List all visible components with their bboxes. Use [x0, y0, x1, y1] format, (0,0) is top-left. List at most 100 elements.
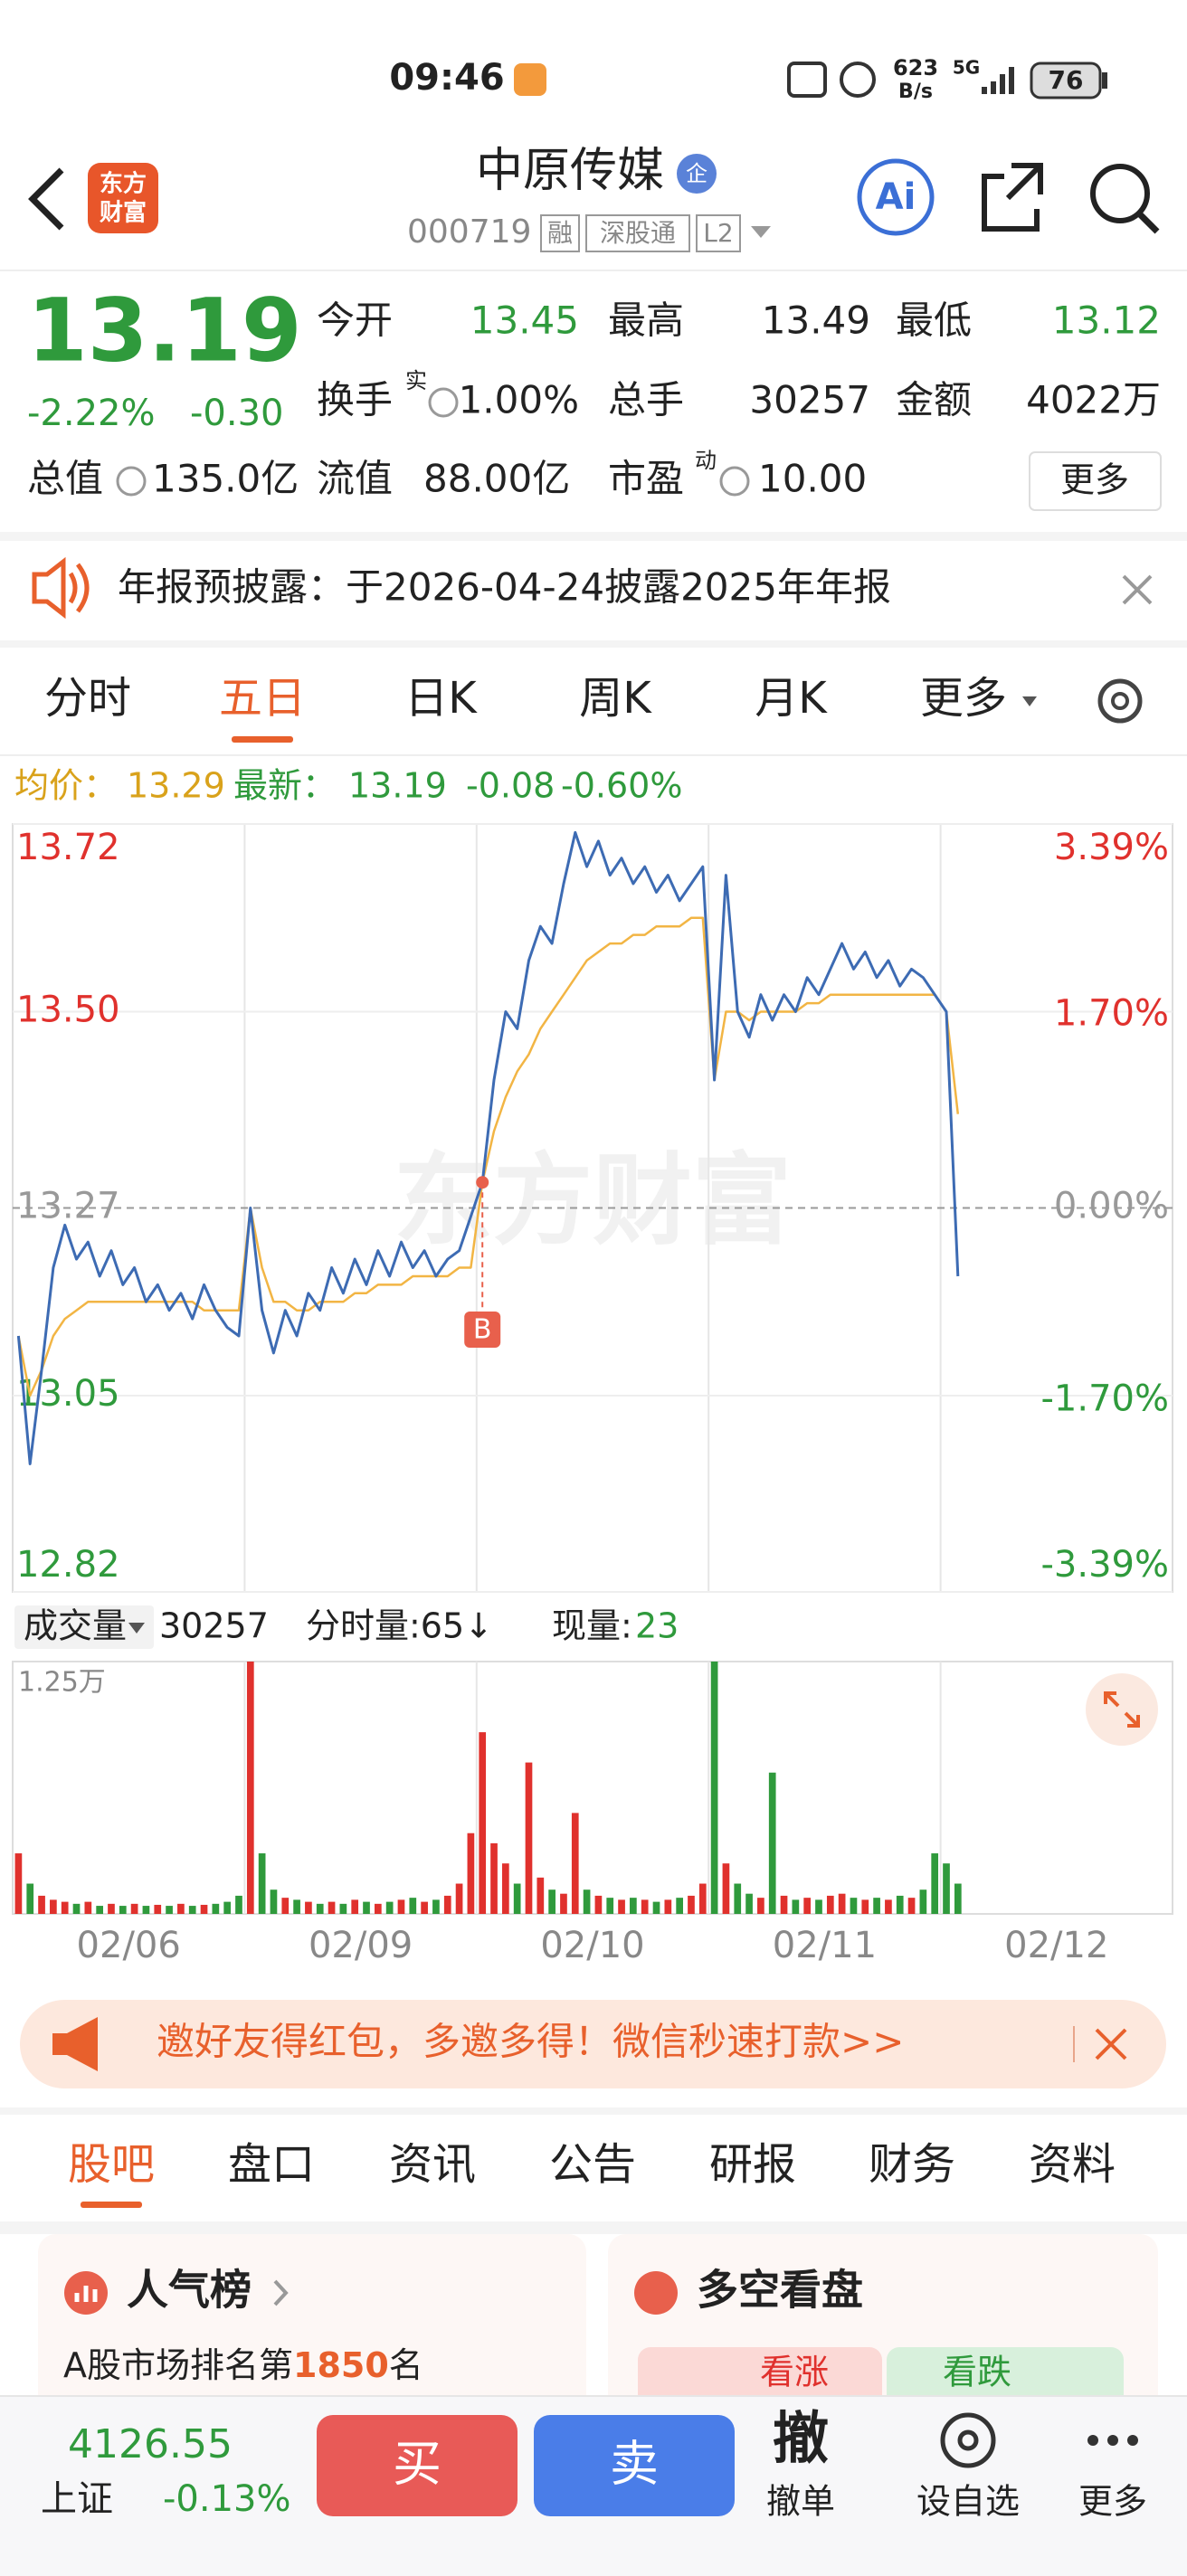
more-label[interactable]: 更多: [1078, 2482, 1147, 2522]
tab[interactable]: 周K: [579, 673, 652, 724]
settings-core: [1111, 692, 1129, 710]
tab[interactable]: 分时: [44, 673, 131, 724]
x-tick-label: 02/11: [773, 1925, 877, 1966]
logo[interactable]: [88, 163, 158, 233]
volume-bar: [246, 1662, 254, 1914]
volume-bar: [815, 1899, 822, 1914]
tab[interactable]: 研报: [709, 2139, 796, 2190]
volume-bar: [166, 1906, 173, 1914]
volume-bar: [409, 1898, 417, 1914]
volume-bar: [443, 1895, 451, 1914]
volume-bar: [594, 1895, 603, 1914]
price: 13.19: [27, 279, 302, 381]
divider: [0, 532, 1187, 541]
volume-bar: [698, 1883, 707, 1914]
volume-bar: [618, 1899, 625, 1914]
volume-selector[interactable]: [14, 1605, 154, 1649]
field-value: 30257: [749, 378, 870, 422]
notice-text[interactable]: 年报预披露：于2026-04-24披露2025年年报: [118, 565, 891, 610]
settings-button[interactable]: [1097, 678, 1143, 724]
volume-bar: [850, 1898, 858, 1914]
volume-bar: [235, 1895, 242, 1914]
y2-tick-label: 0.00%: [1054, 1186, 1169, 1227]
volume-bar: [223, 1901, 232, 1914]
expand-button[interactable]: [1086, 1673, 1158, 1746]
search-button[interactable]: [1090, 164, 1150, 223]
last-label: 最新：: [233, 766, 337, 806]
volume-bar: [919, 1889, 927, 1914]
volume-bar: [84, 1901, 92, 1914]
volume-bar: [885, 1899, 892, 1914]
tab[interactable]: 盘口: [228, 2139, 315, 2190]
index-name: 上证: [41, 2478, 113, 2520]
bear-button[interactable]: [887, 2347, 1124, 2410]
volume-bar: [896, 1895, 904, 1914]
back-button[interactable]: [28, 167, 64, 231]
notice-close[interactable]: [1122, 574, 1153, 605]
sell-button[interactable]: [534, 2415, 735, 2516]
field-label: 金额: [896, 378, 972, 422]
volume-bar: [374, 1903, 382, 1914]
banner-close[interactable]: [1095, 2028, 1127, 2060]
y-tick-label: 13.27: [16, 1186, 120, 1227]
tab-indicator: [232, 736, 293, 743]
speed: 623: [893, 55, 938, 80]
tab[interactable]: 五日: [219, 673, 306, 724]
more-icon[interactable]: [1087, 2435, 1138, 2446]
volume-bar: [826, 1895, 834, 1914]
ai-button[interactable]: [857, 158, 935, 236]
index-value[interactable]: 4126.55: [68, 2421, 233, 2467]
watch-icon[interactable]: [940, 2412, 996, 2468]
avg-value: 13.29: [127, 766, 225, 806]
divider: [0, 270, 1187, 271]
volume-bar: [525, 1762, 533, 1914]
tab[interactable]: 资讯: [389, 2139, 476, 2190]
sentiment-title: 多空看盘: [697, 2266, 863, 2315]
volume-bar: [108, 1903, 115, 1914]
share-button[interactable]: [982, 163, 1043, 232]
y2-tick-label: -3.39%: [1040, 1544, 1169, 1586]
volume-bar: [571, 1813, 579, 1914]
status-icon: [514, 63, 546, 96]
tab[interactable]: 月K: [755, 673, 828, 724]
volume-bar: [583, 1889, 591, 1914]
tab[interactable]: 资料: [1029, 2139, 1116, 2190]
tab[interactable]: 财务: [869, 2139, 955, 2190]
volume-bar: [838, 1893, 846, 1914]
x-tick-label: 02/10: [540, 1925, 644, 1966]
annotation-point: [476, 1176, 489, 1189]
tab[interactable]: 更多: [920, 673, 1007, 724]
field-value: 13.45: [470, 298, 579, 343]
y-tick-label: 13.05: [16, 1373, 120, 1415]
dropdown-arrow[interactable]: [751, 226, 771, 238]
field-value: 10.00: [758, 457, 867, 501]
volume-bar: [177, 1903, 185, 1914]
field-label: 最高: [608, 298, 684, 343]
banner-text[interactable]: 邀好友得红包，多邀多得！微信秒速打款>>: [157, 2020, 904, 2064]
volume-bar: [745, 1893, 753, 1914]
change: -0.30: [190, 393, 284, 434]
rank-text: A股市场排名第1850名: [63, 2345, 423, 2385]
banner[interactable]: [20, 2000, 1166, 2088]
tag: 深股通: [600, 218, 676, 248]
index-change: -0.13%: [163, 2478, 291, 2520]
stock-code: 000719: [407, 213, 531, 251]
volume-bar: [421, 1901, 428, 1914]
popularity-card[interactable]: [38, 2234, 586, 2415]
cancel-icon[interactable]: 撤: [773, 2405, 829, 2471]
tab[interactable]: 公告: [549, 2139, 636, 2190]
more-button[interactable]: [1029, 451, 1162, 511]
tab[interactable]: 日K: [404, 673, 478, 724]
watch-label[interactable]: 设自选: [916, 2482, 1020, 2522]
tab[interactable]: 股吧: [68, 2139, 155, 2190]
cancel-label[interactable]: 撤单: [766, 2482, 835, 2522]
volume-bar: [258, 1853, 266, 1914]
bull-button[interactable]: [638, 2347, 882, 2410]
tag[interactable]: L2: [703, 218, 733, 248]
volume-bar: [14, 1853, 23, 1914]
ai-label: Ai: [876, 176, 916, 218]
volume-bar: [757, 1898, 764, 1914]
buy-button[interactable]: [317, 2415, 518, 2516]
